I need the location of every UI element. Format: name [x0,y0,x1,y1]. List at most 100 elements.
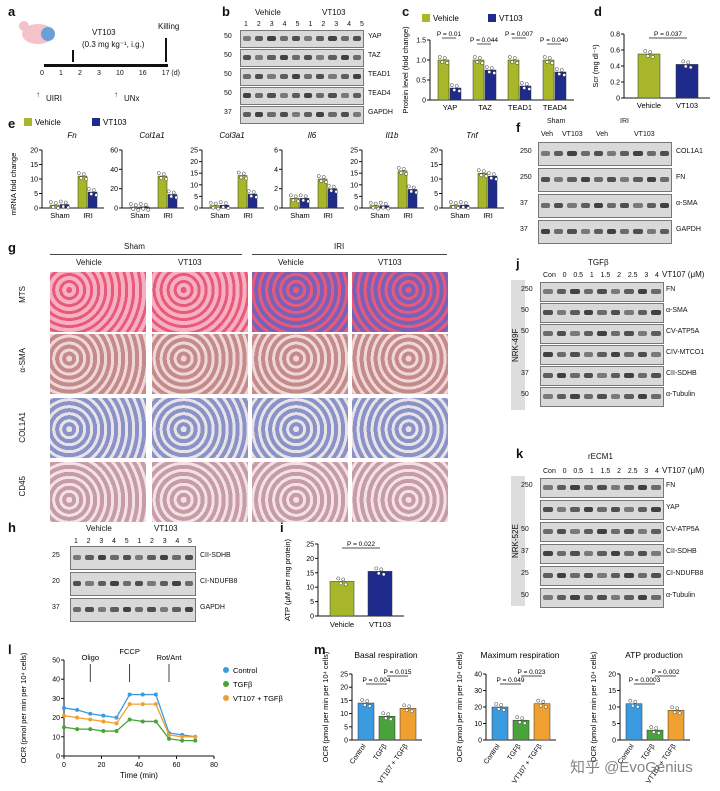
y-tick-label: 15 [306,570,314,577]
data-point [494,177,499,181]
chart-l: 0 10 20 30 40 50 OCR (pmol per min per 10⁴ cel… [19,647,284,780]
protein-band [570,310,580,315]
data-point [94,193,99,197]
data-point [527,87,532,91]
data-point [251,190,256,194]
bar [491,706,509,741]
data-point [522,721,527,726]
protein-band [567,177,577,182]
data-point [651,730,656,734]
data-point [524,82,529,86]
cell-line-label-k: NRK-52E [511,476,525,606]
concentration-label: 0.5 [573,272,584,279]
y-axis-label: OCR (pmol per min per 10⁴ cells) [321,651,330,762]
bar [542,59,555,101]
protein-band [597,595,607,600]
histology-image [252,272,348,332]
series-point [75,707,80,712]
protein-band [610,394,621,399]
protein-band [610,507,621,512]
series-point [114,721,119,726]
series-point [127,717,132,722]
data-point [677,711,682,716]
lane-number: 1 [244,21,248,28]
vt103-header-f: VT103 [562,131,583,138]
gene-title: Col1a1 [139,131,164,140]
protein-label: COL1A1 [676,148,703,155]
protein-band [597,373,607,378]
concentration-label: 2.5 [627,272,638,279]
bar [327,188,338,209]
data-point [489,176,494,180]
protein-band [580,177,590,182]
y-tick-label: 10 [430,177,438,184]
histology-image [50,272,146,332]
y-tick-label: 0 [114,206,118,213]
x-tick-label: TGFβ [373,743,389,762]
bar [667,710,685,741]
protein-band [543,485,553,490]
bar [507,59,520,101]
data-point [536,698,541,703]
gene-title: Tnf [466,131,478,140]
protein-band [583,551,594,556]
y-tick-label: 0 [616,96,620,103]
data-point [550,61,555,65]
p-value-label: P = 0.0003 [629,677,661,684]
data-point [161,172,166,176]
protein-band [147,555,156,560]
y-tick-label: 40 [52,677,60,684]
x-tick-label: Vehicle [637,101,661,110]
data-point [316,174,321,178]
histology-image [352,398,448,458]
bar [399,708,417,741]
y-tick-label: 0.6 [610,48,620,55]
data-point [442,56,447,60]
legend-label: VT107 + TGFβ [233,694,284,703]
data-point [437,55,442,59]
p-value-label: P = 0.01 [437,31,462,38]
legend-label: VT103 [103,118,127,127]
protein-band [556,573,567,578]
legend-label: Control [233,666,258,675]
arrow-up-icon: ↑ [36,90,40,99]
lane-number: 2 [86,538,91,545]
x-tick-label: YAP [443,103,457,112]
protein-band [255,93,264,98]
histology-image [152,272,248,332]
blot-strip [540,345,664,365]
series-line [63,718,196,742]
concentration-label: 0.5 [573,468,584,475]
data-point [141,206,146,211]
protein-band [597,507,607,512]
data-point [517,720,522,725]
protein-band [610,551,621,556]
y-tick-label: 6 [274,148,278,155]
panel-i-label: i [280,520,284,535]
data-point [381,711,386,716]
histology-image [352,334,448,394]
series-point [153,719,158,724]
protein-band [554,151,564,156]
data-point [499,703,504,707]
data-point [520,716,525,721]
y-tick-label: 0.8 [610,32,620,39]
lane-number: 4 [112,538,116,545]
protein-band [651,529,661,534]
protein-band [637,331,648,336]
data-point [76,171,81,175]
blot-strip [538,168,672,192]
series-point [101,713,106,718]
protein-band [593,203,603,208]
mw-label: 50 [224,90,232,97]
blot-strip [540,566,664,586]
data-point [362,703,367,707]
protein-label: FN [676,174,686,181]
protein-band [541,177,551,182]
protein-band [543,373,553,378]
protein-band [147,581,156,586]
protein-band [73,555,82,560]
data-point [545,60,550,64]
bar [484,69,497,101]
injection-label: FCCP [119,647,139,656]
